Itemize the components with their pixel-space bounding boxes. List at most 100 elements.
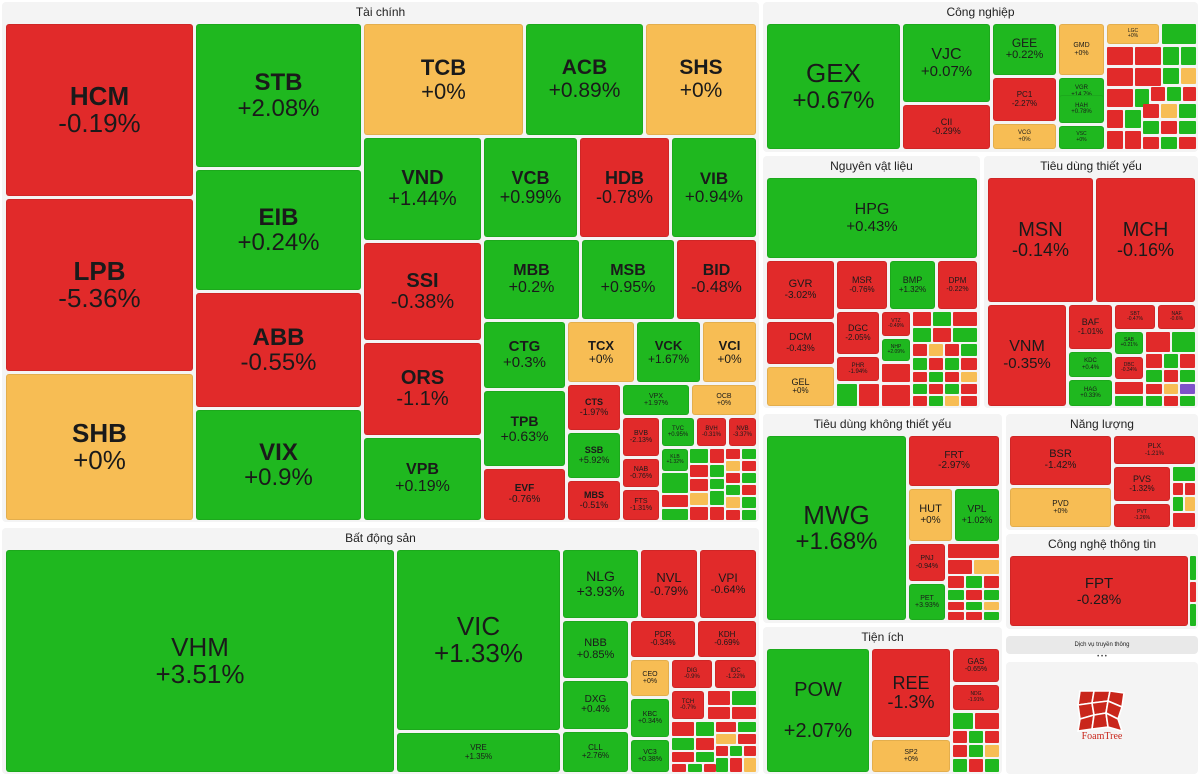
tile-DCM[interactable]: DCM -0.43% xyxy=(767,322,834,364)
tile-mini[interactable] xyxy=(672,764,686,772)
tile-mini[interactable] xyxy=(913,384,927,394)
tile-FTS[interactable]: FTS -1.31% xyxy=(623,490,659,520)
tile-ACB[interactable]: ACB +0.89% xyxy=(526,24,643,135)
tile-mini[interactable] xyxy=(1162,24,1196,44)
tile-mini[interactable] xyxy=(710,449,724,463)
tile-ABB[interactable]: ABB -0.55% xyxy=(196,293,361,407)
tile-VHM[interactable]: VHM +3.51% xyxy=(6,550,394,772)
tile-mini[interactable] xyxy=(730,758,742,772)
tile-mini[interactable] xyxy=(961,358,977,370)
tile-mini[interactable] xyxy=(1161,121,1177,134)
tile-mini[interactable] xyxy=(1173,467,1195,481)
tile-VRE[interactable]: VRE +1.35% xyxy=(397,733,560,772)
tile-mini[interactable] xyxy=(1143,104,1159,118)
tile-mini[interactable] xyxy=(984,590,999,600)
tile-mini[interactable] xyxy=(742,510,756,520)
tile-VIC[interactable]: VIC +1.33% xyxy=(397,550,560,730)
tile-VCK[interactable]: VCK +1.67% xyxy=(637,322,700,382)
tile-KBC[interactable]: KBC +0.34% xyxy=(631,699,669,737)
tile-SP2[interactable]: SP2 +0% xyxy=(872,740,950,772)
tile-mini[interactable] xyxy=(913,344,927,356)
tile-LPB[interactable]: LPB -5.36% xyxy=(6,199,193,371)
tile-mini[interactable] xyxy=(913,372,927,382)
tile-DPM[interactable]: DPM -0.22% xyxy=(938,261,977,309)
tile-mini[interactable] xyxy=(953,312,977,326)
tile-MSB[interactable]: MSB +0.95% xyxy=(582,240,674,319)
tile-mini[interactable] xyxy=(953,745,967,757)
tile-mini[interactable] xyxy=(953,328,977,342)
tile-mini[interactable] xyxy=(974,560,999,574)
tile-PET[interactable]: PET +3.93% xyxy=(909,584,945,620)
tile-mini[interactable] xyxy=(1180,384,1195,394)
tile-mini[interactable] xyxy=(726,497,740,508)
tile-mini[interactable] xyxy=(704,764,716,772)
tile-mini[interactable] xyxy=(961,396,977,406)
tile-VPX[interactable]: VPX +1.97% xyxy=(623,385,689,415)
tile-HAG[interactable]: HAG +0.33% xyxy=(1069,380,1112,406)
tile-mini[interactable] xyxy=(1190,582,1196,602)
tile-mini[interactable] xyxy=(732,691,756,705)
tile-mini[interactable] xyxy=(1190,556,1196,580)
tile-mini[interactable] xyxy=(948,612,964,620)
tile-mini[interactable] xyxy=(690,449,708,463)
tile-VPL[interactable]: VPL +1.02% xyxy=(955,489,999,541)
tile-mini[interactable] xyxy=(961,344,977,356)
tile-BSR[interactable]: BSR -1.42% xyxy=(1010,436,1111,485)
tile-mini[interactable] xyxy=(933,312,951,326)
tile-mini[interactable] xyxy=(882,364,910,382)
tile-mini[interactable] xyxy=(1125,131,1141,149)
tile-EIB[interactable]: EIB +0.24% xyxy=(196,170,361,290)
tile-mini[interactable] xyxy=(744,746,756,756)
tile-TCH[interactable]: TCH -0.7% xyxy=(672,691,704,719)
tile-mini[interactable] xyxy=(726,461,740,471)
tile-STB[interactable]: STB +2.08% xyxy=(196,24,361,167)
tile-VCI[interactable]: VCI +0% xyxy=(703,322,756,382)
tile-mini[interactable] xyxy=(1107,131,1123,149)
tile-GAS[interactable]: GAS -0.65% xyxy=(953,649,999,682)
tile-mini[interactable] xyxy=(1163,47,1179,65)
tile-mini[interactable] xyxy=(1183,87,1196,101)
tile-mini[interactable] xyxy=(945,384,959,394)
tile-VCB[interactable]: VCB +0.99% xyxy=(484,138,577,237)
tile-GVR[interactable]: GVR -3.02% xyxy=(767,261,834,319)
tile-mini[interactable] xyxy=(690,507,708,520)
tile-mini[interactable] xyxy=(710,491,724,505)
tile-TCB[interactable]: TCB +0% xyxy=(364,24,523,135)
tile-mini[interactable] xyxy=(966,602,982,610)
tile-mini[interactable] xyxy=(726,510,740,520)
tile-mini[interactable] xyxy=(1146,370,1162,382)
tile-BVH[interactable]: BVH -0.31% xyxy=(697,418,726,446)
tile-MSN[interactable]: MSN -0.14% xyxy=(988,178,1093,302)
tile-mini[interactable] xyxy=(696,722,714,736)
tile-mini[interactable] xyxy=(985,731,999,743)
tile-mini[interactable] xyxy=(984,576,999,588)
tile-mini[interactable] xyxy=(696,738,714,750)
tile-mini[interactable] xyxy=(1151,87,1165,101)
tile-DGC[interactable]: DGC -2.05% xyxy=(837,312,879,354)
tile-mini[interactable] xyxy=(672,738,694,750)
tile-mini[interactable] xyxy=(1163,68,1179,84)
tile-PC1[interactable]: PC1 -2.27% xyxy=(993,78,1056,121)
tile-mini[interactable] xyxy=(1180,370,1195,382)
tile-mini[interactable] xyxy=(716,746,728,756)
tile-mini[interactable] xyxy=(1125,110,1141,128)
tile-VPI[interactable]: VPI -0.64% xyxy=(700,550,756,618)
tile-mini[interactable] xyxy=(662,495,688,507)
tile-SBT[interactable]: SBT -0.47% xyxy=(1115,305,1155,329)
tile-mini[interactable] xyxy=(716,734,736,744)
tile-mini[interactable] xyxy=(984,602,999,610)
tile-VIX[interactable]: VIX +0.9% xyxy=(196,410,361,520)
tile-VJC[interactable]: VJC +0.07% xyxy=(903,24,990,102)
tile-MCH[interactable]: MCH -0.16% xyxy=(1096,178,1195,302)
tile-mini[interactable] xyxy=(730,746,742,756)
tile-mini[interactable] xyxy=(672,722,694,736)
tile-mini[interactable] xyxy=(1173,513,1195,527)
tile-EVF[interactable]: EVF -0.76% xyxy=(484,469,565,520)
tile-DIG[interactable]: DIG -0.9% xyxy=(672,660,712,688)
tile-BID[interactable]: BID -0.48% xyxy=(677,240,756,319)
tile-mini[interactable] xyxy=(688,764,702,772)
tile-mini[interactable] xyxy=(966,590,982,600)
tile-mini[interactable] xyxy=(738,734,756,744)
tile-mini[interactable] xyxy=(945,372,959,382)
tile-mini[interactable] xyxy=(1115,382,1143,394)
